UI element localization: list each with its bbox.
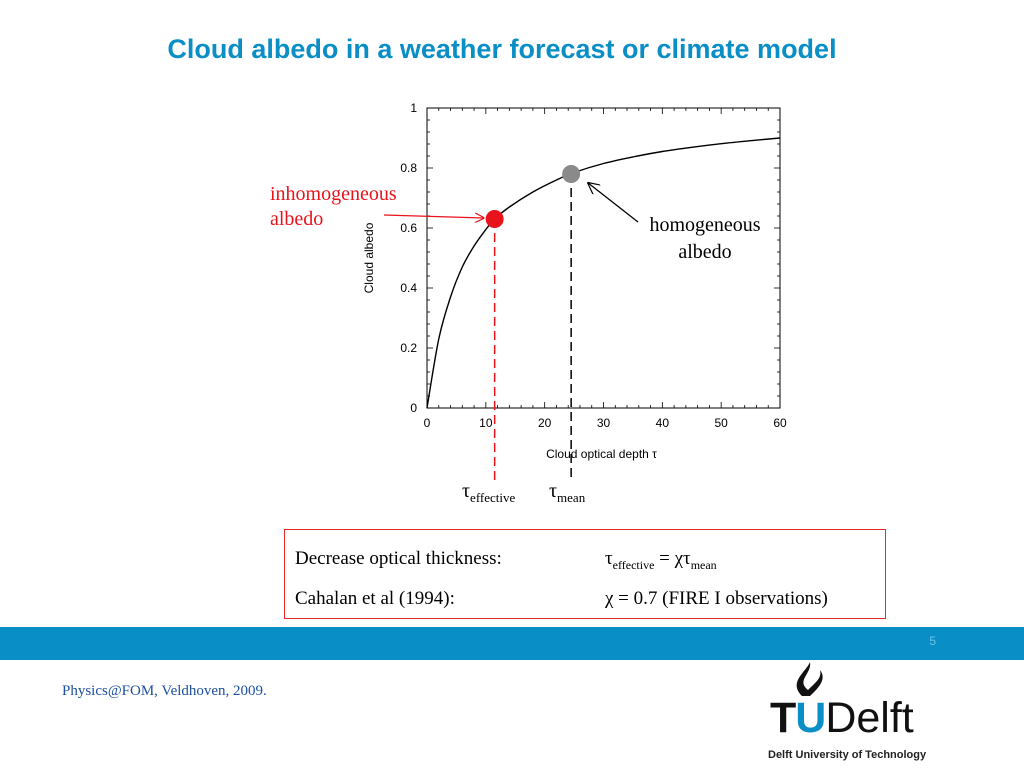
albedo-curve: [426, 137, 781, 409]
y-tick-label: 0.4: [400, 281, 417, 295]
x-tick-label: 20: [538, 416, 552, 430]
eq-sub-effective: effective: [612, 557, 655, 572]
formula-row-1-equation: τeffective = χτmean: [605, 548, 717, 573]
formula-row-1-label: Decrease optical thickness:: [295, 548, 502, 569]
tau-mean-symbol: τ: [549, 480, 558, 502]
homogeneous-albedo-point: [562, 165, 581, 183]
footer-text: Physics@FOM, Veldhoven, 2009.: [62, 683, 267, 699]
inhomogeneous-albedo-label: inhomogeneous albedo: [270, 182, 397, 232]
y-tick-label: 0.8: [400, 161, 417, 175]
albedo-chart: 0 10 20 30 40 50 60 0 0.2 0.4 0.6 0.8 1 Cloud optical…: [362, 101, 787, 482]
tau-mean-subscript: mean: [557, 490, 586, 505]
y-tick-label: 0: [410, 401, 417, 415]
homogeneous-albedo-label: homogeneous albedo: [630, 212, 780, 266]
x-tick-label: 60: [773, 416, 787, 430]
footer-band: 5: [0, 627, 1024, 660]
y-tick-label: 0.6: [400, 221, 417, 235]
tau-effective-label: τeffective: [462, 480, 515, 506]
x-axis-label: Cloud optical depth τ: [546, 447, 657, 461]
homogeneous-label-line1: homogeneous: [649, 214, 761, 236]
homogeneous-arrow: [588, 183, 639, 223]
inhomogeneous-arrow: [383, 215, 484, 218]
logo-subtitle: Delft University of Technology: [768, 749, 927, 761]
x-tick-label: 50: [714, 416, 728, 430]
homogeneous-label-line2: albedo: [678, 241, 732, 263]
tu-delft-logo: TUDelft: [770, 694, 914, 743]
x-tick-label: 10: [479, 416, 493, 430]
logo-t: T: [770, 694, 796, 742]
formula-row-2-label: Cahalan et al (1994):: [295, 588, 455, 609]
page-number: 5: [929, 634, 936, 648]
logo-delft: Delft: [825, 694, 914, 742]
eq-tau: τ: [605, 548, 613, 569]
logo-u: U: [795, 694, 826, 742]
eq-mid: = χτ: [654, 548, 691, 569]
x-tick-label: 40: [656, 416, 670, 430]
tu-delft-flame-icon: [796, 662, 823, 696]
y-tick-label: 1: [410, 101, 417, 115]
x-tick-label: 0: [424, 416, 431, 430]
tau-effective-subscript: effective: [470, 490, 516, 505]
tau-mean-label: τmean: [549, 480, 585, 506]
slide-title: Cloud albedo in a weather forecast or cl…: [167, 34, 837, 64]
y-tick-label: 0.2: [400, 341, 417, 355]
tau-effective-symbol: τ: [462, 480, 471, 502]
formula-row-2-equation: χ = 0.7 (FIRE I observations): [605, 588, 828, 609]
eq-sub-mean: mean: [690, 557, 717, 572]
y-axis-label: Cloud albedo: [362, 222, 376, 293]
inhomogeneous-label-line2: albedo: [270, 208, 324, 230]
x-tick-label: 30: [597, 416, 611, 430]
inhomogeneous-albedo-point: [485, 210, 504, 228]
formula-box: Decrease optical thickness: τeffective =…: [284, 529, 886, 619]
inhomogeneous-label-line1: inhomogeneous: [270, 183, 397, 205]
